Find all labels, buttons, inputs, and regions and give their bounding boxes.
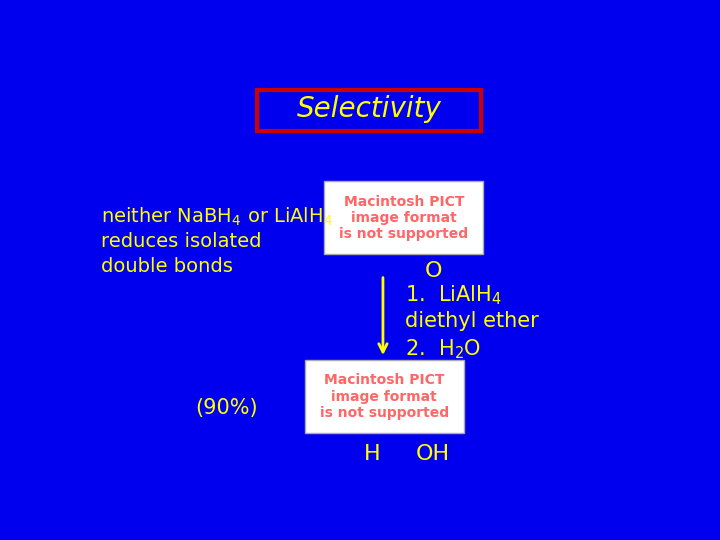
FancyBboxPatch shape <box>305 360 464 433</box>
Text: neither NaBH$_4$ or LiAlH$_4$: neither NaBH$_4$ or LiAlH$_4$ <box>101 205 333 228</box>
Text: Macintosh PICT
image format
is not supported: Macintosh PICT image format is not suppo… <box>339 194 469 241</box>
FancyBboxPatch shape <box>258 90 481 131</box>
Text: OH: OH <box>416 443 450 463</box>
Text: double bonds: double bonds <box>101 257 233 276</box>
Text: H: H <box>364 443 380 463</box>
Text: 1.  LiAlH$_4$: 1. LiAlH$_4$ <box>405 284 503 307</box>
Text: O: O <box>424 261 442 281</box>
FancyBboxPatch shape <box>324 181 483 254</box>
Text: reduces isolated: reduces isolated <box>101 232 261 251</box>
Text: Selectivity: Selectivity <box>297 95 441 123</box>
Text: Macintosh PICT
image format
is not supported: Macintosh PICT image format is not suppo… <box>320 373 449 420</box>
Text: (90%): (90%) <box>195 398 258 418</box>
Text: 2.  H$_2$O: 2. H$_2$O <box>405 338 482 361</box>
Text: diethyl ether: diethyl ether <box>405 310 539 330</box>
